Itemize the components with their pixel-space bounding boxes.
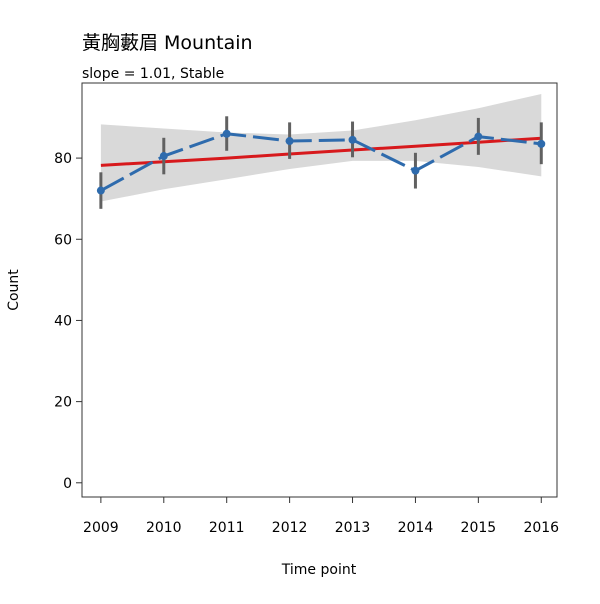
x-tick-label: 2010: [146, 520, 182, 536]
data-point: [474, 132, 483, 141]
data-point: [96, 186, 105, 195]
x-tick-label: 2011: [209, 520, 245, 536]
y-tick-label: 20: [54, 395, 72, 411]
plot-frame: [81, 82, 558, 498]
y-tick-label: 0: [63, 476, 72, 492]
data-point: [285, 137, 294, 146]
x-tick-label: 2015: [461, 520, 497, 536]
trend-line: [100, 136, 542, 167]
data-point: [159, 152, 168, 161]
confidence-band: [100, 94, 542, 202]
data-point: [537, 139, 546, 148]
observed-line: [100, 132, 542, 192]
chart-title: 黃胸藪眉 Mountain: [82, 32, 253, 54]
y-tick-label: 60: [54, 232, 72, 248]
chart-subtitle: slope = 1.01, Stable: [82, 66, 224, 82]
x-tick-label: 2016: [523, 520, 559, 536]
data-point: [348, 135, 357, 144]
x-tick-label: 2014: [398, 520, 434, 536]
y-tick-label: 40: [54, 313, 72, 329]
x-axis-label: Time point: [281, 562, 357, 578]
x-tick-label: 2013: [335, 520, 371, 536]
y-axis-label: Count: [6, 269, 22, 311]
x-tick-label: 2009: [83, 520, 119, 536]
x-tick-label: 2012: [272, 520, 308, 536]
y-tick-label: 80: [54, 151, 72, 167]
data-point: [222, 129, 231, 138]
data-point: [411, 166, 420, 175]
plot-area: 0 20 40 60 80 2009 2010 2011 2012 2013 2014 2015 201…: [54, 82, 559, 536]
